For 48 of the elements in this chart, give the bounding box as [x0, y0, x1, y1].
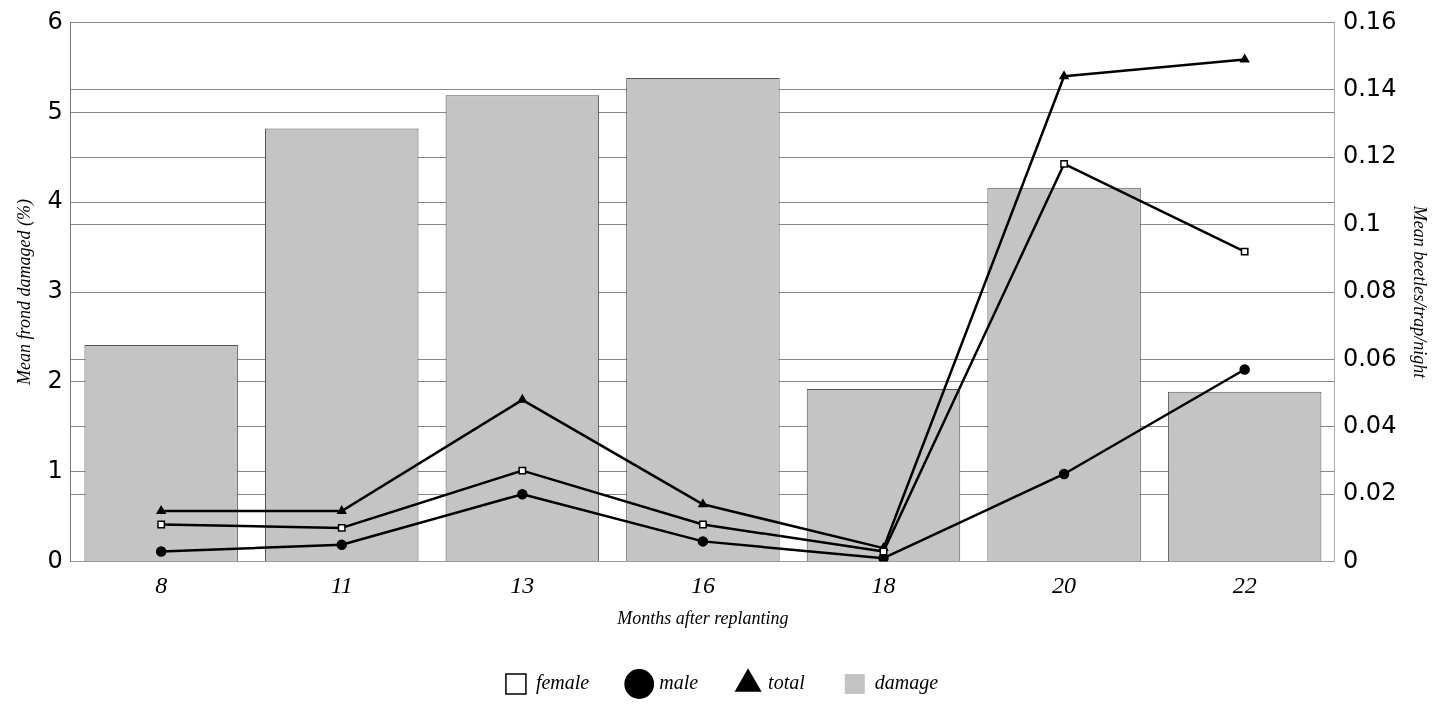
point: [1240, 54, 1250, 63]
point: [697, 536, 709, 547]
point: [698, 520, 707, 529]
legend-label: damage: [874, 671, 939, 695]
y2-tick-label: 0.08: [1342, 276, 1397, 305]
point: [518, 466, 527, 475]
point: [517, 394, 527, 403]
y-tick-label: 3: [47, 276, 63, 305]
x-tick-label: 20: [1052, 572, 1077, 599]
y2-axis-title: Mean beetles/trap/night: [1410, 204, 1431, 380]
x-tick-label: 18: [871, 572, 896, 599]
y-tick-label: 2: [47, 366, 63, 395]
x-tick-label: 16: [690, 572, 715, 599]
point: [1060, 160, 1069, 168]
legend-label: total: [768, 671, 806, 694]
legend-label: female: [535, 671, 590, 695]
y2-tick-label: 0.06: [1342, 343, 1397, 372]
legend-label: male: [659, 671, 699, 694]
x-tick-label: 13: [510, 572, 535, 599]
x-tick-label: 11: [330, 572, 353, 599]
y-axis-title: Mean frond damaged (%): [13, 199, 35, 386]
point: [156, 505, 166, 515]
y2-tick-label: 0: [1342, 545, 1359, 574]
point: [517, 488, 528, 500]
point: [337, 505, 347, 515]
point: [155, 546, 167, 557]
y-tick-label: 0: [47, 545, 63, 574]
x-tick-label: 8: [155, 572, 168, 599]
y2-tick-label: 0.1: [1342, 208, 1382, 237]
x-tick-label: 22: [1232, 572, 1257, 599]
point: [1240, 247, 1249, 256]
y-tick-label: 5: [47, 96, 63, 125]
point: [1239, 364, 1250, 375]
y2-tick-label: 0.16: [1342, 6, 1397, 35]
y2-tick-label: 0.02: [1342, 478, 1397, 507]
y-tick-label: 6: [47, 6, 63, 35]
point: [1058, 468, 1070, 480]
point: [336, 539, 347, 550]
point: [337, 523, 346, 532]
point: [1059, 71, 1069, 80]
point: [698, 499, 708, 508]
y2-tick-label: 0.12: [1342, 141, 1397, 170]
y-tick-label: 1: [47, 455, 63, 484]
x-axis-title: Months after replanting: [616, 607, 789, 628]
y2-tick-label: 0.04: [1342, 411, 1397, 440]
point: [157, 520, 166, 529]
y2-tick-label: 0.14: [1342, 74, 1397, 103]
y-tick-label: 4: [47, 186, 63, 215]
